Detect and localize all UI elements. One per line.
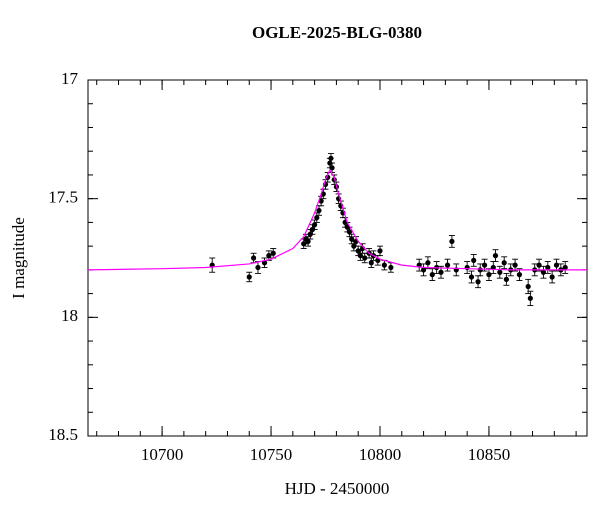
- data-point: [468, 274, 475, 280]
- data-point: [486, 272, 492, 278]
- data-point: [540, 269, 547, 275]
- data-point: [553, 262, 560, 268]
- data-point: [475, 279, 481, 285]
- y-tick-label: 17: [61, 69, 79, 88]
- plot-frame: [87, 79, 588, 437]
- data-point: [536, 262, 542, 268]
- data-point: [492, 253, 499, 259]
- data-point: [481, 262, 488, 268]
- data-point: [545, 264, 551, 271]
- data-point: [477, 267, 483, 273]
- data-point: [425, 260, 431, 266]
- data-point: [357, 253, 363, 259]
- data-point: [381, 262, 387, 268]
- x-tick-label: 10700: [141, 445, 184, 464]
- data-point: [305, 238, 311, 244]
- x-tick-label: 10800: [359, 445, 402, 464]
- data-point: [346, 229, 353, 235]
- chart-title: OGLE-2025-BLG-0380: [252, 23, 422, 42]
- data-point: [562, 264, 568, 271]
- data-point: [503, 276, 509, 282]
- data-point: [512, 262, 518, 268]
- data-point: [329, 165, 335, 171]
- x-tick-label: 10850: [468, 445, 511, 464]
- data-point: [316, 207, 322, 214]
- data-point: [349, 236, 355, 242]
- x-axis-label: HJD - 2450000: [285, 479, 390, 498]
- data-point: [516, 272, 523, 278]
- data-point: [266, 253, 272, 259]
- y-tick-label: 18.5: [48, 425, 78, 444]
- model-curve: [87, 168, 587, 271]
- y-axis-label: I magnitude: [9, 217, 28, 299]
- data-point: [438, 269, 444, 275]
- data-point: [255, 264, 261, 271]
- data-point: [314, 215, 320, 221]
- data-point: [246, 274, 252, 280]
- data-point: [318, 198, 324, 204]
- data-point: [549, 274, 555, 280]
- data-point: [388, 264, 394, 271]
- data-point: [444, 262, 451, 268]
- data-point: [501, 260, 507, 266]
- data-point: [312, 222, 318, 228]
- x-tick-label: 10750: [250, 445, 293, 464]
- data-point: [527, 295, 533, 301]
- data-point: [251, 255, 257, 261]
- y-tick-label: 18: [61, 306, 78, 325]
- y-tick-label: 17.5: [48, 188, 78, 207]
- data-point: [429, 272, 435, 278]
- data-point: [449, 238, 455, 244]
- data-point: [525, 283, 531, 290]
- data-point: [328, 155, 334, 161]
- data-point: [420, 267, 427, 273]
- data-point: [471, 257, 477, 263]
- data-point: [497, 269, 503, 275]
- data-point: [377, 248, 383, 254]
- data-point: [362, 255, 368, 261]
- data-point: [270, 250, 276, 256]
- data-point: [368, 260, 374, 266]
